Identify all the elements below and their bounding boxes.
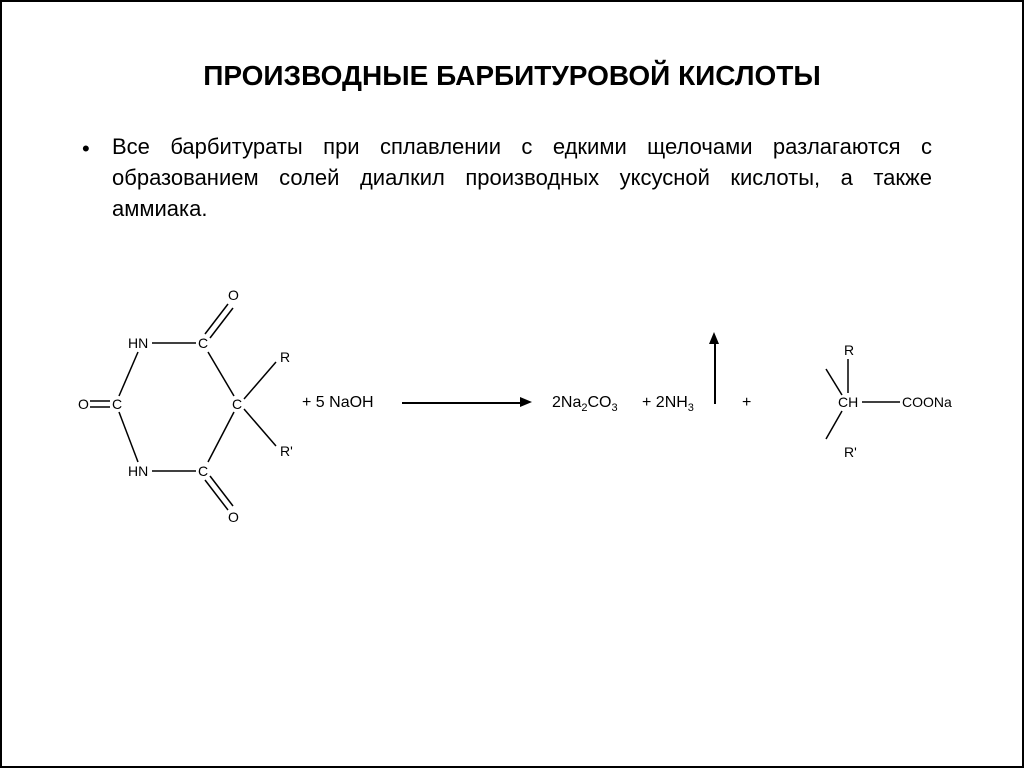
- body-text-content: Все барбитураты при сплавлении с едкими …: [112, 134, 932, 221]
- atom-c5: C: [232, 396, 242, 412]
- atom-r2: R': [280, 443, 293, 459]
- reagent-label: + 5 NaOH: [302, 394, 374, 412]
- atom-r1: R: [280, 349, 290, 365]
- atom-c6: C: [198, 335, 208, 351]
- atom-r-top: R: [844, 342, 854, 358]
- atom-n3: HN: [128, 463, 148, 479]
- atom-o4: O: [228, 509, 239, 525]
- bullet-icon: •: [82, 134, 90, 165]
- plus-sign: +: [742, 394, 751, 412]
- product-structure: R R' CH COONa: [782, 339, 982, 469]
- atom-c2: C: [112, 396, 122, 412]
- atom-c4: C: [198, 463, 208, 479]
- atom-n1: HN: [128, 335, 148, 351]
- atom-o-left: O: [78, 396, 89, 412]
- atom-coona: COONa: [902, 394, 952, 410]
- atom-r-bottom: R': [844, 444, 857, 460]
- reaction-scheme: O C HN HN C C C O O R R': [2, 264, 1022, 604]
- gas-arrow-line: [714, 342, 716, 404]
- reaction-arrow-head: [520, 397, 532, 407]
- product-na2co3: 2Na2CO3: [552, 394, 618, 414]
- gas-arrow-head: [709, 332, 719, 344]
- atom-ch: CH: [838, 394, 858, 410]
- barbiturate-structure: O C HN HN C C C O O R R': [72, 284, 302, 524]
- product-nh3: + 2NH3: [642, 394, 694, 414]
- reaction-arrow: [402, 402, 522, 404]
- body-paragraph: • Все барбитураты при сплавлении с едким…: [2, 132, 1022, 224]
- page-title: ПРОИЗВОДНЫЕ БАРБИТУРОВОЙ КИСЛОТЫ: [2, 2, 1022, 132]
- atom-o6: O: [228, 287, 239, 303]
